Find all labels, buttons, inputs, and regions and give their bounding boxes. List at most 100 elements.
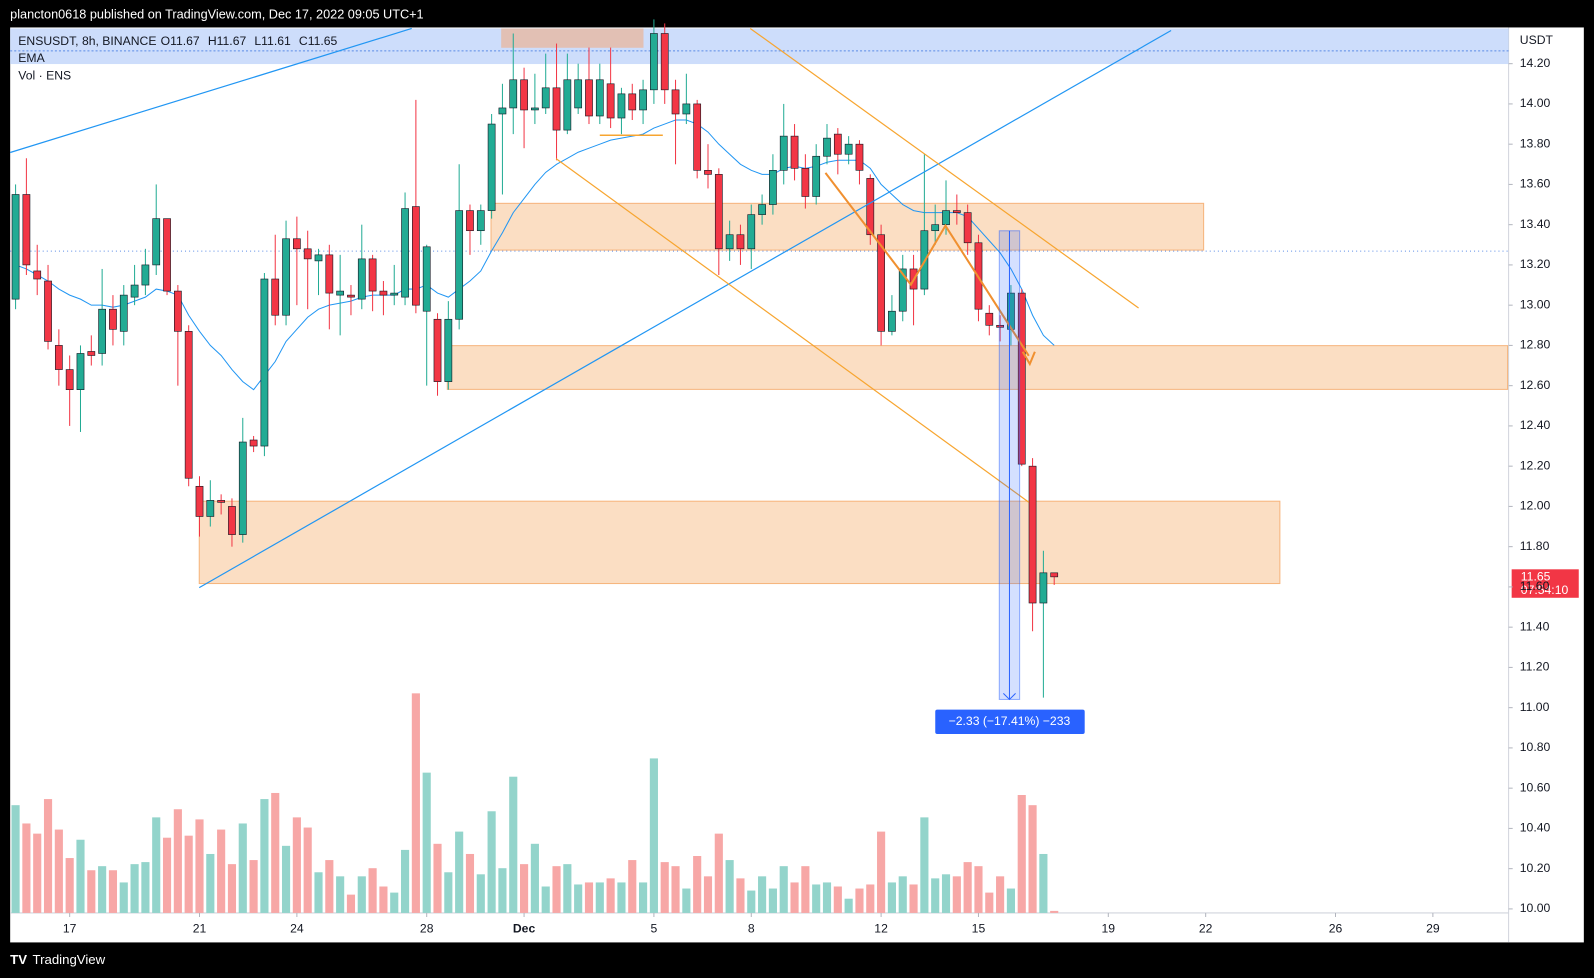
volume-bar: [920, 817, 929, 913]
x-tick-label: Dec: [513, 921, 536, 935]
candle-body: [736, 234, 745, 250]
volume-bar: [325, 860, 334, 913]
volume-bar: [98, 866, 107, 913]
volume-bar: [152, 817, 161, 913]
volume-bar: [736, 878, 745, 913]
volume-bar: [747, 890, 756, 913]
volume-bar: [649, 758, 658, 913]
volume-bar: [693, 856, 702, 913]
volume-bar: [974, 866, 983, 913]
candle-body: [963, 212, 972, 244]
y-tick-label: 13.80: [1520, 136, 1551, 150]
legend-symbol: ENSUSDT, 8h, BINANCE: [18, 34, 156, 48]
zone: [198, 500, 1281, 585]
price-tag: [1511, 569, 1579, 598]
channel-line: [749, 27, 1139, 309]
candle-body: [660, 33, 669, 91]
volume-bar: [909, 884, 918, 913]
y-tick-label: 10.20: [1520, 861, 1551, 875]
volume-bar: [725, 860, 734, 913]
volume-bar: [336, 876, 345, 913]
x-tick-label: 17: [63, 921, 77, 935]
y-tick-label: 14.20: [1520, 56, 1551, 70]
y-tick-label: 11.20: [1520, 660, 1550, 674]
volume-bar: [249, 860, 258, 913]
candle-body: [714, 174, 723, 250]
volume-bar: [660, 862, 669, 913]
candle-body: [119, 294, 128, 332]
path-arrow: [824, 172, 1030, 357]
y-tick-label: 10.60: [1520, 780, 1551, 794]
x-tick-label: 15: [972, 921, 986, 935]
candle-body: [531, 107, 539, 111]
legend-ema: EMA: [18, 51, 45, 65]
candle-body: [184, 331, 193, 479]
candle-body: [33, 270, 42, 280]
candle-body: [888, 310, 896, 332]
trend-line: [198, 29, 1172, 589]
candle-body: [22, 194, 31, 266]
volume-bar: [487, 811, 496, 913]
candle-body: [379, 290, 388, 296]
x-tick-label: 29: [1426, 921, 1440, 935]
candle-body: [552, 87, 561, 131]
candle-body: [812, 155, 821, 197]
volume-bar: [985, 892, 994, 913]
volume-bar: [162, 837, 172, 913]
candle-body: [109, 308, 117, 330]
y-tick-label: 12.80: [1520, 338, 1551, 352]
volume-bar: [855, 888, 864, 913]
volume-bar: [260, 799, 269, 913]
candle-body: [163, 218, 171, 292]
y-tick-label: 13.00: [1520, 297, 1551, 311]
volume-bar: [281, 845, 291, 913]
volume-bar: [931, 878, 940, 913]
candle-body: [996, 324, 1004, 328]
candle-body: [444, 318, 453, 382]
candle-body: [541, 87, 550, 109]
candle-body: [801, 168, 810, 197]
legend-ohlc-key: C: [299, 34, 308, 48]
volume-bar: [952, 876, 961, 913]
volume-bar: [390, 892, 399, 913]
candle-body: [65, 369, 74, 390]
candle-body: [790, 135, 799, 169]
candle-body: [898, 268, 907, 312]
candle-body: [520, 79, 528, 111]
volume-bar: [314, 872, 323, 913]
candle-body: [617, 93, 626, 119]
candle-body: [152, 218, 161, 266]
volume-bar: [303, 827, 312, 913]
price-unit: USDT: [1520, 33, 1554, 47]
volume-bar: [433, 843, 442, 913]
volume-bar: [411, 693, 420, 913]
x-tick-label: 24: [290, 921, 304, 935]
measure-box: [935, 709, 1085, 735]
candle-body: [779, 135, 788, 171]
candle-body: [390, 292, 399, 296]
volume-bar: [43, 799, 53, 913]
volume-bar: [238, 823, 247, 913]
legend-ohlc-value: 11.67: [170, 34, 200, 48]
legend-ohlc-value: 11.61: [261, 34, 291, 48]
candle-body: [747, 214, 756, 250]
candle-body: [368, 258, 377, 292]
y-tick-label: 12.60: [1520, 378, 1551, 392]
candle-body: [476, 210, 485, 232]
footer-logo: TV: [10, 952, 27, 967]
volume-bar: [866, 884, 875, 913]
volume-bar: [76, 839, 85, 913]
candle-body: [260, 278, 269, 447]
volume-bar: [65, 858, 74, 913]
candle-body: [682, 103, 691, 115]
volume-bar: [758, 876, 767, 913]
candle-body: [1017, 292, 1026, 465]
candle-body: [141, 264, 150, 286]
candle-body: [401, 208, 409, 298]
volume-bar: [812, 884, 821, 913]
y-tick-label: 10.80: [1520, 740, 1551, 754]
y-tick-label: 12.20: [1520, 458, 1551, 472]
y-tick-label: 13.20: [1520, 257, 1551, 271]
candle-body: [639, 89, 647, 111]
